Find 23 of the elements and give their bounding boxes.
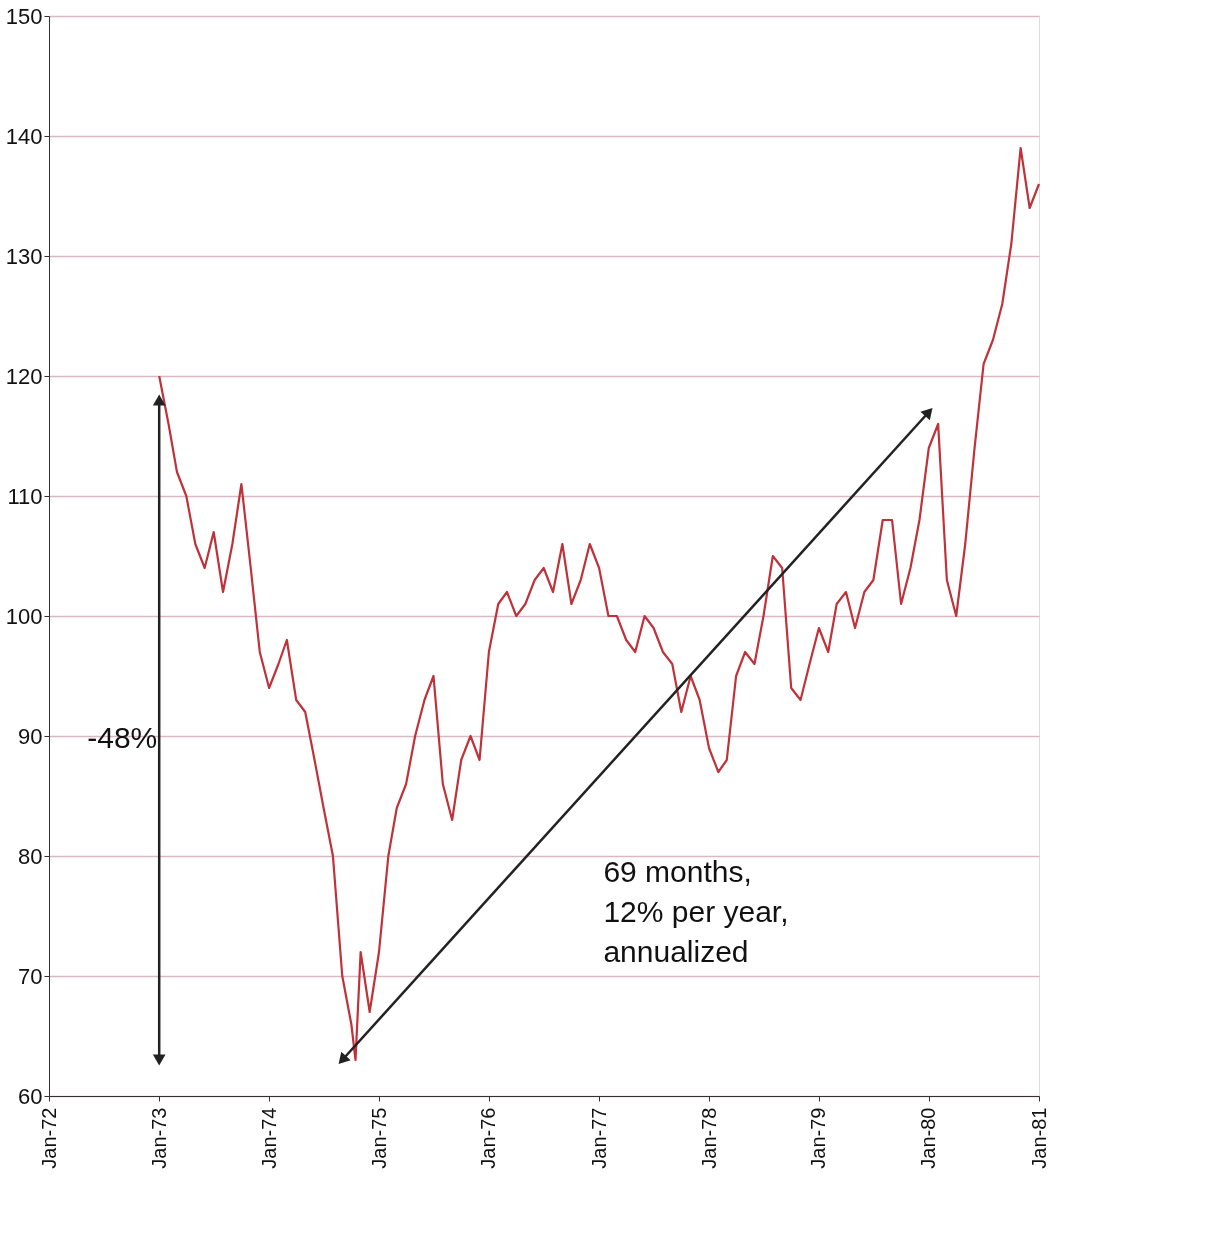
y-tick-label: 140 [5,123,43,149]
y-tick-label: 70 [18,963,43,989]
y-tick-label: 120 [5,363,43,389]
y-tick-label: 80 [18,843,43,869]
line-series [158,146,1041,1062]
x-tick-label: Jan-78 [697,1107,720,1169]
x-tick-label: Jan-81 [1027,1107,1050,1169]
x-tick-label: Jan-76 [477,1107,500,1169]
annotation: 69 months, 12% per year, annualized [603,855,789,969]
y-tick-label: 100 [5,603,43,629]
y-tick-label: 130 [5,243,43,269]
y-tick-label: 150 [5,3,43,29]
x-tick-label: Jan-73 [147,1107,170,1169]
x-tick-label: Jan-72 [37,1107,60,1169]
y-tick-label: 110 [7,483,43,509]
x-tick-label: Jan-75 [367,1107,390,1169]
annotation: -48% [87,721,158,754]
y-tick-label: 60 [18,1083,43,1109]
x-tick-label: Jan-80 [917,1107,940,1169]
x-tick-label: Jan-74 [257,1107,280,1169]
x-tick-label: Jan-77 [587,1107,610,1169]
x-tick-label: Jan-79 [807,1107,830,1169]
y-tick-label: 90 [18,723,43,749]
